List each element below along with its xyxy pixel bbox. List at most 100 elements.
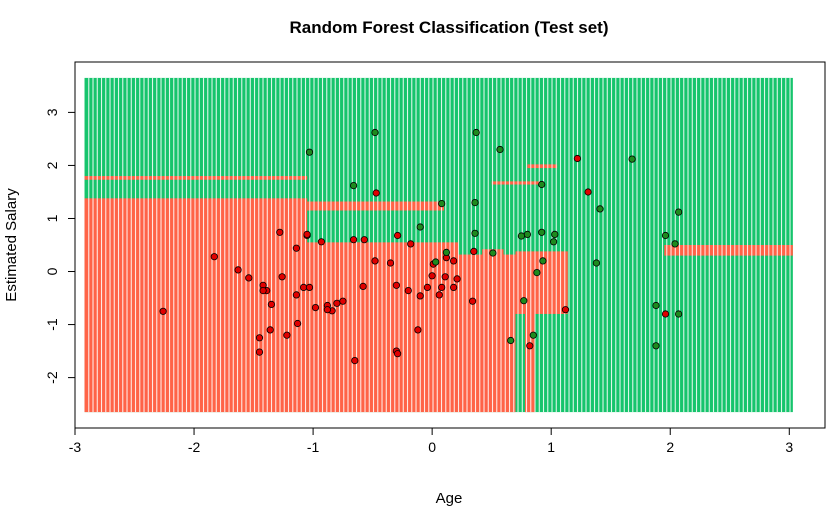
- point-class-0: [435, 291, 443, 299]
- point-class-1: [529, 331, 537, 339]
- point-class-1: [416, 223, 424, 231]
- point-class-1: [539, 257, 547, 265]
- region-patch-class-0: [84, 176, 308, 180]
- point-class-0: [441, 273, 449, 281]
- point-class-0: [303, 230, 311, 238]
- point-class-0: [317, 238, 325, 246]
- point-class-0: [323, 306, 331, 314]
- point-class-0: [573, 154, 582, 163]
- y-tick-label: 3: [44, 108, 60, 116]
- point-class-1: [538, 228, 546, 236]
- point-class-0: [292, 244, 300, 252]
- point-class-0: [333, 299, 341, 307]
- grid-stripes: [88, 77, 791, 413]
- decision-regions: [84, 77, 793, 413]
- test-points: [159, 128, 683, 365]
- x-tick-label: -2: [188, 439, 201, 455]
- point-class-1: [442, 248, 450, 256]
- x-tick-label: 2: [666, 439, 674, 455]
- y-tick-label: -1: [44, 318, 60, 331]
- point-class-0: [470, 247, 478, 255]
- y-tick-label: -2: [44, 371, 60, 384]
- x-tick-label: 1: [547, 439, 555, 455]
- point-class-0: [266, 326, 274, 334]
- point-class-1: [551, 230, 559, 238]
- chart-title: Random Forest Classification (Test set): [290, 18, 609, 37]
- point-class-1: [432, 258, 440, 266]
- point-class-0: [159, 307, 167, 315]
- point-class-1: [652, 301, 660, 310]
- point-class-0: [393, 231, 402, 240]
- point-class-0: [414, 326, 422, 334]
- point-class-1: [652, 342, 660, 350]
- point-class-1: [305, 148, 314, 156]
- point-class-0: [359, 282, 367, 290]
- point-class-1: [523, 230, 532, 238]
- y-tick-label: 1: [44, 214, 60, 222]
- point-class-1: [496, 145, 504, 154]
- y-tick-label: 2: [44, 161, 60, 169]
- point-class-0: [453, 275, 461, 283]
- point-class-0: [255, 348, 264, 356]
- x-tick-label: 0: [428, 439, 436, 455]
- point-class-1: [674, 208, 683, 216]
- point-class-0: [372, 189, 380, 197]
- point-class-0: [407, 240, 415, 248]
- point-class-1: [472, 128, 480, 137]
- point-class-1: [438, 200, 446, 208]
- point-class-0: [267, 300, 275, 308]
- point-class-1: [371, 128, 379, 137]
- point-class-0: [278, 273, 286, 281]
- point-class-0: [428, 272, 436, 280]
- point-class-1: [549, 238, 558, 246]
- point-class-0: [661, 310, 670, 318]
- point-class-1: [533, 268, 541, 277]
- point-class-0: [311, 303, 320, 312]
- point-class-0: [526, 342, 534, 350]
- region-patch-class-0: [664, 245, 793, 256]
- point-class-0: [393, 350, 402, 358]
- point-class-0: [292, 291, 300, 299]
- x-tick-label: -1: [307, 439, 320, 455]
- region-patch-class-0: [307, 201, 445, 211]
- point-class-0: [404, 286, 412, 295]
- y-tick-label: 0: [44, 267, 60, 275]
- point-class-0: [584, 188, 592, 196]
- point-class-1: [471, 229, 479, 237]
- region-patch-class-0: [525, 300, 535, 413]
- point-class-0: [210, 253, 218, 261]
- point-class-0: [255, 334, 264, 342]
- point-class-0: [349, 236, 358, 244]
- point-class-0: [305, 283, 314, 291]
- point-class-1: [596, 205, 604, 213]
- point-class-1: [507, 336, 515, 345]
- point-class-0: [276, 228, 284, 236]
- point-class-0: [283, 331, 291, 339]
- point-class-0: [245, 274, 253, 282]
- point-class-0: [371, 257, 379, 265]
- point-class-0: [293, 319, 302, 328]
- point-class-0: [392, 281, 400, 289]
- point-class-1: [349, 182, 358, 190]
- point-class-0: [423, 283, 431, 291]
- point-class-0: [339, 297, 347, 305]
- point-class-1: [517, 232, 526, 240]
- x-axis: -3 -2 -1 0 1 2 3: [69, 427, 793, 455]
- point-class-1: [628, 155, 636, 163]
- point-class-1: [674, 310, 683, 318]
- region-patch-class-0: [458, 254, 516, 413]
- y-axis-label: Estimated Salary: [3, 188, 20, 302]
- point-class-0: [234, 266, 242, 274]
- point-class-0: [259, 286, 267, 295]
- point-class-0: [351, 356, 359, 365]
- point-class-0: [416, 292, 424, 300]
- x-axis-label: Age: [436, 490, 463, 507]
- point-class-0: [438, 283, 446, 291]
- point-class-0: [561, 306, 570, 314]
- point-class-0: [449, 257, 458, 265]
- point-class-0: [449, 283, 458, 291]
- point-class-1: [520, 297, 528, 305]
- point-class-1: [661, 231, 670, 240]
- point-class-1: [671, 240, 679, 248]
- point-class-1: [538, 180, 546, 189]
